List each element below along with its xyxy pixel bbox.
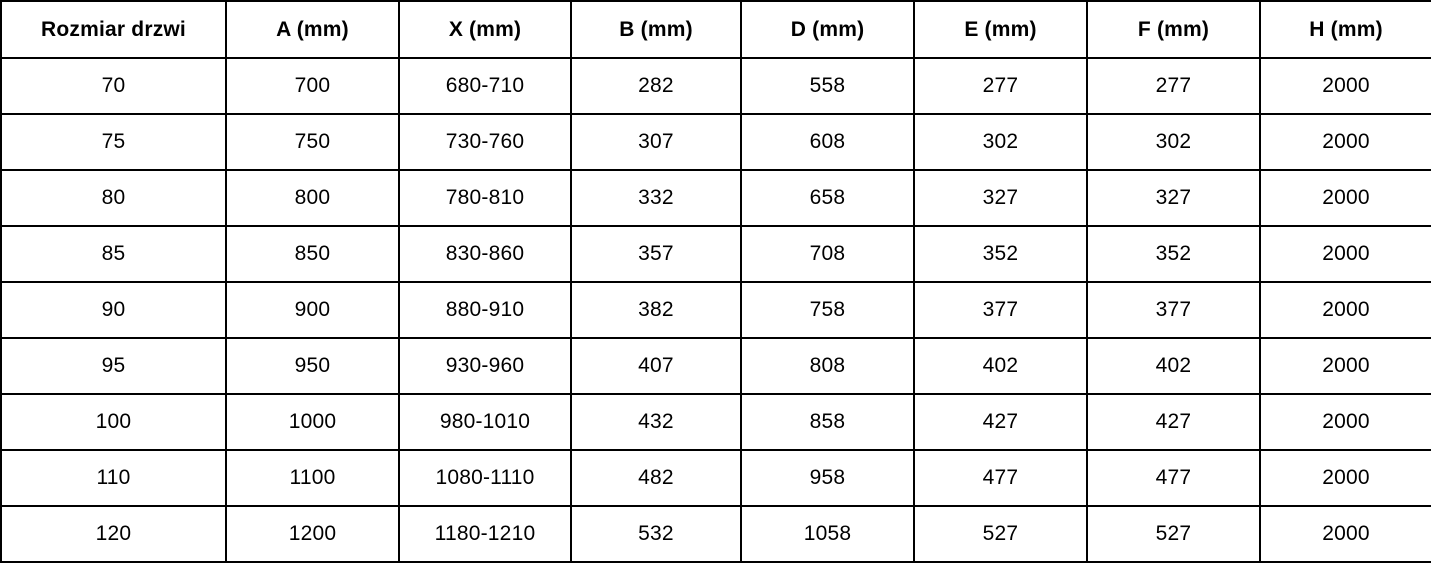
cell-x: 880-910 — [398, 281, 572, 339]
cell-a: 750 — [225, 113, 400, 171]
cell-e: 402 — [913, 337, 1088, 395]
cell-e: 427 — [913, 393, 1088, 451]
cell-f: 377 — [1086, 281, 1261, 339]
cell-d: 608 — [740, 113, 915, 171]
cell-h: 2000 — [1259, 281, 1431, 339]
cell-d: 708 — [740, 225, 915, 283]
cell-a: 950 — [225, 337, 400, 395]
cell-h: 2000 — [1259, 393, 1431, 451]
column-header-h: H (mm) — [1259, 0, 1431, 59]
cell-rozmiar-drzwi: 80 — [0, 169, 227, 227]
cell-a: 850 — [225, 225, 400, 283]
cell-f: 402 — [1086, 337, 1261, 395]
table-header: Rozmiar drzwi A (mm) X (mm) B (mm) D (mm… — [0, 0, 1431, 59]
cell-rozmiar-drzwi: 100 — [0, 393, 227, 451]
cell-a: 1000 — [225, 393, 400, 451]
cell-x: 830-860 — [398, 225, 572, 283]
cell-e: 302 — [913, 113, 1088, 171]
cell-rozmiar-drzwi: 120 — [0, 505, 227, 563]
cell-b: 382 — [570, 281, 742, 339]
cell-h: 2000 — [1259, 113, 1431, 171]
cell-d: 1058 — [740, 505, 915, 563]
cell-e: 277 — [913, 57, 1088, 115]
column-header-f: F (mm) — [1086, 0, 1261, 59]
table-row: 75 750 730-760 307 608 302 302 2000 — [0, 113, 1431, 171]
cell-b: 482 — [570, 449, 742, 507]
table-row: 85 850 830-860 357 708 352 352 2000 — [0, 225, 1431, 283]
cell-x: 1180-1210 — [398, 505, 572, 563]
table-row: 120 1200 1180-1210 532 1058 527 527 2000 — [0, 505, 1431, 563]
cell-h: 2000 — [1259, 449, 1431, 507]
column-header-b: B (mm) — [570, 0, 742, 59]
table-row: 95 950 930-960 407 808 402 402 2000 — [0, 337, 1431, 395]
cell-rozmiar-drzwi: 90 — [0, 281, 227, 339]
cell-b: 432 — [570, 393, 742, 451]
cell-e: 377 — [913, 281, 1088, 339]
cell-h: 2000 — [1259, 57, 1431, 115]
cell-x: 680-710 — [398, 57, 572, 115]
column-header-x: X (mm) — [398, 0, 572, 59]
cell-x: 1080-1110 — [398, 449, 572, 507]
table-row: 70 700 680-710 282 558 277 277 2000 — [0, 57, 1431, 115]
cell-a: 1200 — [225, 505, 400, 563]
table-body: 70 700 680-710 282 558 277 277 2000 75 7… — [0, 57, 1431, 563]
cell-rozmiar-drzwi: 70 — [0, 57, 227, 115]
cell-e: 352 — [913, 225, 1088, 283]
column-header-rozmiar-drzwi: Rozmiar drzwi — [0, 0, 227, 59]
cell-b: 357 — [570, 225, 742, 283]
table-row: 90 900 880-910 382 758 377 377 2000 — [0, 281, 1431, 339]
cell-b: 407 — [570, 337, 742, 395]
cell-f: 527 — [1086, 505, 1261, 563]
cell-b: 282 — [570, 57, 742, 115]
cell-d: 858 — [740, 393, 915, 451]
cell-e: 327 — [913, 169, 1088, 227]
cell-rozmiar-drzwi: 95 — [0, 337, 227, 395]
cell-x: 730-760 — [398, 113, 572, 171]
cell-rozmiar-drzwi: 110 — [0, 449, 227, 507]
cell-d: 758 — [740, 281, 915, 339]
cell-f: 277 — [1086, 57, 1261, 115]
cell-b: 332 — [570, 169, 742, 227]
cell-f: 427 — [1086, 393, 1261, 451]
cell-d: 558 — [740, 57, 915, 115]
cell-f: 302 — [1086, 113, 1261, 171]
cell-f: 327 — [1086, 169, 1261, 227]
cell-a: 900 — [225, 281, 400, 339]
column-header-a: A (mm) — [225, 0, 400, 59]
cell-rozmiar-drzwi: 85 — [0, 225, 227, 283]
cell-rozmiar-drzwi: 75 — [0, 113, 227, 171]
cell-h: 2000 — [1259, 225, 1431, 283]
cell-b: 532 — [570, 505, 742, 563]
table-row: 100 1000 980-1010 432 858 427 427 2000 — [0, 393, 1431, 451]
cell-f: 352 — [1086, 225, 1261, 283]
cell-h: 2000 — [1259, 505, 1431, 563]
table-row: 110 1100 1080-1110 482 958 477 477 2000 — [0, 449, 1431, 507]
cell-x: 980-1010 — [398, 393, 572, 451]
cell-a: 800 — [225, 169, 400, 227]
column-header-e: E (mm) — [913, 0, 1088, 59]
cell-b: 307 — [570, 113, 742, 171]
cell-d: 808 — [740, 337, 915, 395]
cell-d: 958 — [740, 449, 915, 507]
cell-e: 477 — [913, 449, 1088, 507]
cell-a: 1100 — [225, 449, 400, 507]
cell-x: 930-960 — [398, 337, 572, 395]
cell-h: 2000 — [1259, 169, 1431, 227]
cell-e: 527 — [913, 505, 1088, 563]
cell-x: 780-810 — [398, 169, 572, 227]
table-row: 80 800 780-810 332 658 327 327 2000 — [0, 169, 1431, 227]
cell-h: 2000 — [1259, 337, 1431, 395]
cell-a: 700 — [225, 57, 400, 115]
cell-f: 477 — [1086, 449, 1261, 507]
table-header-row: Rozmiar drzwi A (mm) X (mm) B (mm) D (mm… — [0, 0, 1431, 59]
cell-d: 658 — [740, 169, 915, 227]
column-header-d: D (mm) — [740, 0, 915, 59]
